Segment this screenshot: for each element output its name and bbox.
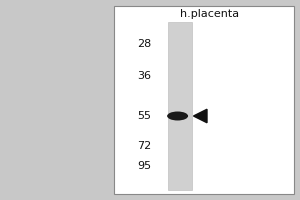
- Text: 55: 55: [137, 111, 152, 121]
- Polygon shape: [194, 109, 207, 123]
- Text: 36: 36: [137, 71, 152, 81]
- Ellipse shape: [167, 112, 188, 120]
- Text: 72: 72: [137, 141, 152, 151]
- Bar: [114, 6, 294, 194]
- Text: h.placenta: h.placenta: [180, 9, 240, 19]
- Bar: [168, 22, 192, 190]
- Text: 95: 95: [137, 161, 152, 171]
- Text: 28: 28: [137, 39, 152, 49]
